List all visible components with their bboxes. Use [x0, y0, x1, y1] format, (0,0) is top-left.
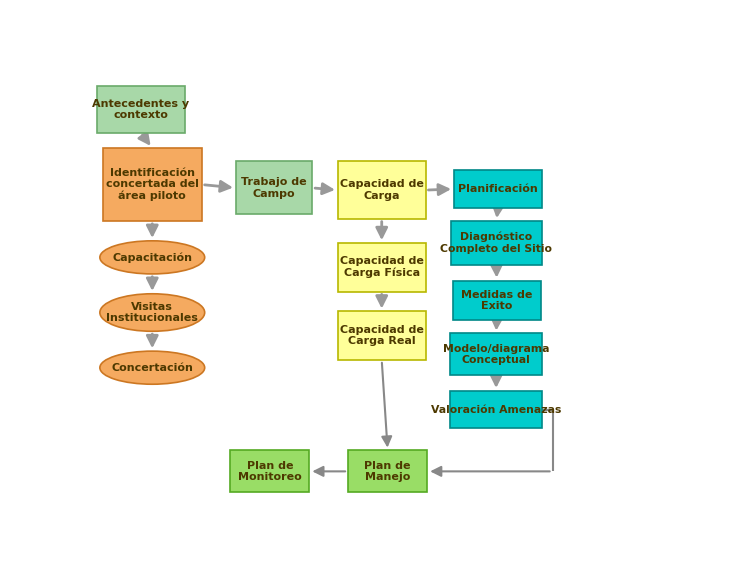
Text: Concertación: Concertación [111, 363, 193, 372]
Text: Modelo/diagrama
Conceptual: Modelo/diagrama Conceptual [443, 344, 550, 365]
Ellipse shape [100, 351, 205, 384]
FancyBboxPatch shape [450, 391, 542, 429]
FancyBboxPatch shape [338, 312, 425, 360]
FancyBboxPatch shape [452, 281, 541, 320]
Text: Trabajo de
Campo: Trabajo de Campo [241, 177, 307, 199]
Text: Capacidad de
Carga Física: Capacidad de Carga Física [340, 256, 424, 278]
Text: Antecedentes y
contexto: Antecedentes y contexto [92, 99, 189, 120]
Text: Capacidad de
Carga Real: Capacidad de Carga Real [340, 325, 424, 347]
Text: Identificación
concertada del
área piloto: Identificación concertada del área pilot… [106, 168, 199, 202]
FancyBboxPatch shape [236, 162, 312, 214]
FancyBboxPatch shape [348, 450, 428, 492]
Text: Capacitación: Capacitación [113, 252, 192, 262]
Ellipse shape [100, 241, 205, 274]
FancyBboxPatch shape [451, 221, 542, 265]
FancyBboxPatch shape [338, 243, 425, 292]
Text: Medidas de
Exito: Medidas de Exito [461, 289, 532, 311]
FancyBboxPatch shape [97, 87, 185, 133]
Text: Diagnóstico
Completo del Sitio: Diagnóstico Completo del Sitio [441, 232, 553, 254]
Text: Visitas
Institucionales: Visitas Institucionales [106, 302, 198, 323]
Text: Capacidad de
Carga: Capacidad de Carga [340, 179, 424, 201]
FancyBboxPatch shape [450, 333, 542, 375]
Text: Planificación: Planificación [458, 184, 538, 194]
Text: Valoración Amenazas: Valoración Amenazas [431, 405, 561, 415]
Text: Plan de
Monitoreo: Plan de Monitoreo [238, 461, 302, 482]
FancyBboxPatch shape [102, 148, 202, 221]
FancyBboxPatch shape [338, 162, 425, 219]
FancyBboxPatch shape [454, 170, 542, 208]
FancyBboxPatch shape [230, 450, 309, 492]
Text: Plan de
Manejo: Plan de Manejo [365, 461, 411, 482]
Ellipse shape [100, 294, 205, 331]
